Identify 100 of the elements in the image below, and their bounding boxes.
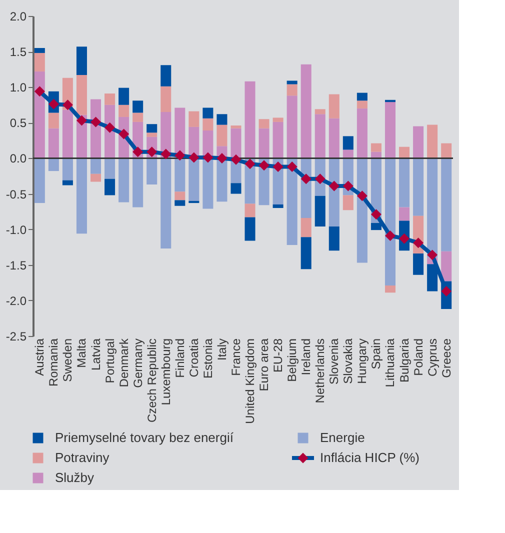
point bbox=[272, 162, 284, 172]
point bbox=[132, 146, 144, 158]
bar bbox=[216, 114, 228, 125]
x-tick-label: EU-28 bbox=[271, 338, 286, 373]
legend-label: Inflácia HICP (%) bbox=[320, 450, 420, 465]
legend-label: Energie bbox=[320, 430, 365, 445]
bar bbox=[48, 128, 59, 158]
x-tick-label: Austria bbox=[32, 338, 47, 376]
x-tick-label: Belgium bbox=[285, 338, 300, 382]
bar bbox=[202, 108, 214, 118]
legend-label: Služby bbox=[55, 470, 95, 485]
bar bbox=[272, 204, 284, 208]
bar bbox=[104, 178, 116, 196]
bar bbox=[328, 118, 340, 158]
point bbox=[399, 233, 410, 244]
bar bbox=[62, 158, 73, 180]
bar bbox=[399, 207, 410, 221]
x-tick-label: Hungary bbox=[355, 338, 370, 384]
point bbox=[258, 160, 270, 171]
y-tick-label: -2.5 bbox=[6, 330, 27, 344]
x-tick-label: Slovakia bbox=[341, 338, 356, 384]
point bbox=[300, 174, 312, 184]
bar bbox=[413, 126, 424, 158]
y-tick-label: -1.0 bbox=[6, 222, 27, 237]
bar bbox=[34, 71, 45, 158]
bar bbox=[441, 158, 452, 252]
point bbox=[188, 152, 200, 163]
bar bbox=[90, 174, 102, 182]
bar bbox=[427, 158, 438, 258]
x-tick-label: Sweden bbox=[60, 338, 75, 382]
bar bbox=[188, 111, 200, 127]
point bbox=[76, 115, 87, 126]
bar bbox=[300, 218, 312, 238]
bar bbox=[202, 158, 214, 209]
bar bbox=[441, 251, 452, 282]
point bbox=[90, 116, 101, 128]
y-tick-label: 1.0 bbox=[10, 80, 27, 95]
bar bbox=[286, 96, 298, 158]
x-tick-label: Greece bbox=[439, 338, 454, 378]
y-tick-label: 1.5 bbox=[10, 45, 27, 60]
bar bbox=[342, 195, 354, 210]
x-tick-label: Denmark bbox=[116, 338, 131, 388]
bar bbox=[62, 180, 73, 186]
bar bbox=[230, 183, 242, 194]
bar bbox=[356, 158, 368, 263]
x-tick-label: Spain bbox=[369, 338, 384, 370]
y-tick-label: 2.0 bbox=[10, 10, 27, 24]
bar bbox=[258, 128, 270, 158]
bar bbox=[356, 100, 368, 108]
bar bbox=[118, 158, 130, 202]
point bbox=[104, 122, 116, 133]
x-tick-label: Poland bbox=[411, 338, 426, 376]
bar bbox=[300, 64, 312, 158]
bar bbox=[202, 118, 214, 130]
bar bbox=[76, 75, 87, 115]
bar bbox=[356, 92, 368, 101]
bar bbox=[104, 158, 116, 179]
bar bbox=[272, 122, 284, 158]
point bbox=[286, 162, 298, 172]
bar bbox=[62, 110, 73, 158]
bar bbox=[413, 254, 424, 275]
bar bbox=[146, 158, 158, 185]
x-tick-label: France bbox=[228, 338, 243, 376]
x-tick-label: Romania bbox=[46, 338, 61, 387]
bar bbox=[328, 226, 340, 251]
y-tick-label: -2.0 bbox=[6, 294, 27, 308]
bar bbox=[146, 132, 158, 137]
x-tick-label: Italy bbox=[214, 338, 229, 361]
point bbox=[314, 174, 326, 184]
bar bbox=[244, 204, 256, 218]
bar bbox=[370, 222, 382, 230]
bar bbox=[272, 118, 284, 122]
point bbox=[413, 238, 424, 248]
bar bbox=[328, 94, 340, 118]
point bbox=[62, 100, 73, 110]
x-tick-label: Ireland bbox=[299, 338, 314, 376]
point bbox=[160, 148, 172, 160]
bar bbox=[384, 100, 396, 102]
bar bbox=[314, 196, 326, 226]
bar bbox=[244, 81, 256, 158]
bar bbox=[76, 46, 87, 76]
bar bbox=[174, 158, 186, 192]
y-tick-label: -0.5 bbox=[6, 187, 27, 202]
legend-label: Priemyselné tovary bez energií bbox=[55, 430, 234, 445]
y-tick-label: 0.5 bbox=[10, 116, 27, 130]
bar bbox=[384, 102, 396, 158]
x-tick-label: Bulgaria bbox=[397, 338, 412, 383]
x-tick-label: United Kingdom bbox=[243, 338, 258, 424]
point bbox=[244, 158, 256, 170]
bar bbox=[118, 104, 130, 117]
x-tick-label: Lithuania bbox=[383, 338, 398, 388]
bar bbox=[174, 192, 186, 200]
bar bbox=[132, 112, 144, 122]
bar bbox=[427, 124, 438, 158]
point bbox=[370, 209, 382, 220]
bar bbox=[370, 143, 382, 152]
x-tick-label: Euro area bbox=[257, 338, 272, 392]
bar bbox=[342, 136, 354, 150]
point bbox=[34, 86, 45, 97]
bar bbox=[230, 126, 242, 128]
